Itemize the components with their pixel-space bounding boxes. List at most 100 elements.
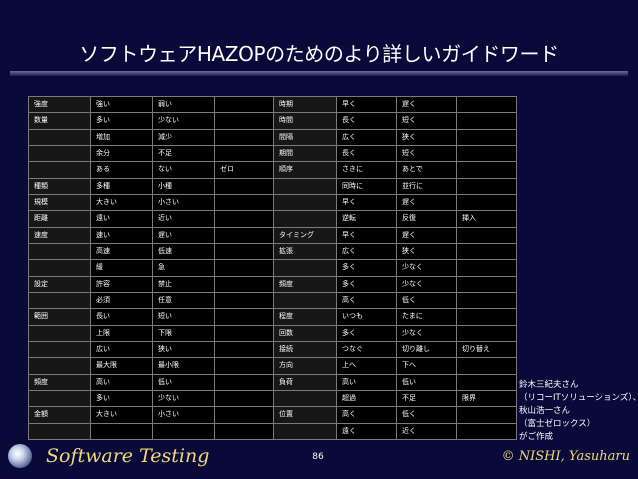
guideword-cell: 高い bbox=[90, 373, 153, 391]
category-cell bbox=[28, 242, 91, 261]
extra-guideword-cell bbox=[214, 193, 274, 212]
guideword-cell: 早く bbox=[336, 95, 397, 114]
extra-guideword-cell bbox=[214, 373, 274, 391]
category-cell bbox=[28, 144, 91, 163]
category-cell bbox=[273, 389, 337, 408]
guideword-cell: 必須 bbox=[90, 291, 153, 310]
guideword-cell: 多く bbox=[336, 259, 397, 277]
guideword-cell: 上へ bbox=[336, 357, 397, 375]
extra-guideword-cell bbox=[456, 275, 517, 293]
table-row: 強度 強い 弱い 時期 早く 遅く bbox=[28, 95, 517, 114]
guideword-cell: 同時に bbox=[336, 177, 397, 195]
guideword-cell: ある bbox=[90, 161, 153, 179]
category-cell bbox=[273, 193, 337, 212]
guideword-cell: 低い bbox=[152, 373, 215, 391]
extra-guideword-cell bbox=[456, 422, 517, 441]
guideword-cell: 不足 bbox=[396, 389, 457, 408]
table-row: 距離 遠い 近い 逆転 反復 挿入 bbox=[28, 210, 517, 228]
guideword-cell: 並行に bbox=[396, 177, 457, 195]
extra-guideword-cell bbox=[456, 308, 517, 326]
guideword-cell: 切り離し bbox=[396, 340, 457, 359]
page-number: 86 bbox=[312, 452, 324, 462]
extra-guideword-cell bbox=[456, 144, 517, 163]
guideword-cell: 任意 bbox=[152, 291, 215, 310]
table-row: 多い 少ない 超過 不足 限界 bbox=[28, 389, 517, 408]
category-cell: 方向 bbox=[273, 357, 337, 375]
extra-guideword-cell bbox=[456, 357, 517, 375]
category-cell bbox=[28, 128, 91, 146]
table-row: 金額 大きい 小さい 位置 高く 低く bbox=[28, 406, 517, 424]
guideword-cell: 高く bbox=[336, 291, 397, 310]
note-line: がご作成 bbox=[519, 432, 554, 442]
copyright-notice: © NISHI, Yasuharu bbox=[501, 449, 630, 464]
table-row: 余分 不足 期間 長く 短く bbox=[28, 144, 517, 163]
extra-guideword-cell bbox=[214, 242, 274, 261]
brand-name: Software Testing bbox=[46, 445, 210, 467]
category-cell: 間隔 bbox=[273, 128, 337, 146]
note-line: 鈴木三紀夫さん bbox=[519, 380, 579, 390]
guideword-cell: 緩 bbox=[90, 259, 153, 277]
guideword-cell: 小さい bbox=[152, 406, 215, 424]
extra-guideword-cell bbox=[214, 210, 274, 228]
category-cell: 種類 bbox=[28, 177, 91, 195]
guideword-cell: 多く bbox=[336, 324, 397, 342]
guideword-cell: 不足 bbox=[152, 144, 215, 163]
guideword-cell: 禁止 bbox=[152, 275, 215, 293]
extra-guideword-cell bbox=[214, 324, 274, 342]
guideword-cell: 多く bbox=[336, 275, 397, 293]
table-row: 設定 許容 禁止 頻度 多く 少なく bbox=[28, 275, 517, 293]
guideword-cell: 狭く bbox=[396, 128, 457, 146]
table-row: 数量 多い 少ない 時間 長く 短く bbox=[28, 112, 517, 130]
guideword-cell: いつも bbox=[336, 308, 397, 326]
category-cell bbox=[28, 422, 91, 441]
extra-guideword-cell: 切り替え bbox=[456, 340, 517, 359]
extra-guideword-cell bbox=[456, 128, 517, 146]
extra-guideword-cell bbox=[456, 95, 517, 114]
note-line: 秋山浩一さん bbox=[519, 406, 571, 416]
category-cell: 期間 bbox=[273, 144, 337, 163]
category-cell: 拡張 bbox=[273, 242, 337, 261]
guideword-cell: 短い bbox=[152, 308, 215, 326]
guideword-cell: 多い bbox=[90, 389, 153, 408]
extra-guideword-cell bbox=[456, 161, 517, 179]
guideword-cell: 遅く bbox=[396, 95, 457, 114]
table-row: 上限 下限 回数 多く 少なく bbox=[28, 324, 517, 342]
guideword-cell: 最小限 bbox=[152, 357, 215, 375]
guideword-cell: 少なく bbox=[396, 275, 457, 293]
category-cell: 数量 bbox=[28, 112, 91, 130]
extra-guideword-cell bbox=[214, 291, 274, 310]
guideword-cell: たまに bbox=[396, 308, 457, 326]
category-cell bbox=[28, 161, 91, 179]
extra-guideword-cell bbox=[214, 144, 274, 163]
guideword-cell: 低い bbox=[396, 373, 457, 391]
category-cell: 時期 bbox=[273, 95, 337, 114]
guideword-cell: 多種 bbox=[90, 177, 153, 195]
guideword-cell: 少なく bbox=[396, 259, 457, 277]
table-row: 最大限 最小限 方向 上へ 下へ bbox=[28, 357, 517, 375]
category-cell: 時間 bbox=[273, 112, 337, 130]
table-row: ある ない ゼロ 順序 さきに あとで bbox=[28, 161, 517, 179]
guideword-cell: ない bbox=[152, 161, 215, 179]
extra-guideword-cell bbox=[214, 389, 274, 408]
extra-guideword-cell bbox=[214, 95, 274, 114]
guideword-cell: 少ない bbox=[152, 389, 215, 408]
category-cell bbox=[273, 291, 337, 310]
category-cell bbox=[273, 177, 337, 195]
guideword-cell: 近い bbox=[152, 210, 215, 228]
guideword-cell: 遠い bbox=[90, 210, 153, 228]
extra-guideword-cell: ゼロ bbox=[214, 161, 274, 179]
guideword-cell: 大きい bbox=[90, 193, 153, 212]
category-cell: 範囲 bbox=[28, 308, 91, 326]
guideword-cell: 狭く bbox=[396, 242, 457, 261]
guideword-cell: 反復 bbox=[396, 210, 457, 228]
guideword-cell: 余分 bbox=[90, 144, 153, 163]
extra-guideword-cell: 挿入 bbox=[456, 210, 517, 228]
extra-guideword-cell bbox=[456, 177, 517, 195]
extra-guideword-cell bbox=[456, 193, 517, 212]
table-row: 緩急 多く 少なく bbox=[28, 259, 517, 277]
guideword-cell: あとで bbox=[396, 161, 457, 179]
table-row: 必須 任意 高く 低く bbox=[28, 291, 517, 310]
guideword-cell: 長く bbox=[336, 144, 397, 163]
guideword-cell: 小さい bbox=[152, 193, 215, 212]
category-cell bbox=[273, 259, 337, 277]
